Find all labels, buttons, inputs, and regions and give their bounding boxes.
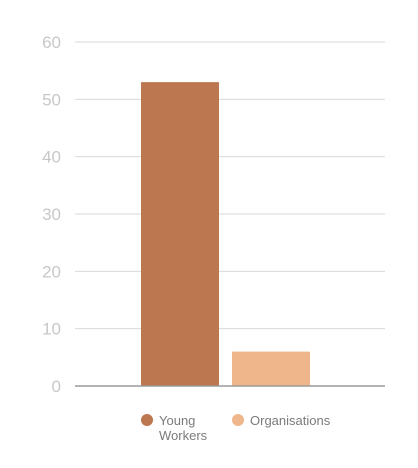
y-tick-label: 20	[42, 262, 61, 281]
legend-label: Young	[159, 413, 195, 428]
legend-swatch	[141, 414, 153, 426]
y-tick-label: 30	[42, 205, 61, 224]
legend-swatch	[232, 414, 244, 426]
bars	[141, 82, 310, 386]
y-tick-label: 10	[42, 320, 61, 339]
legend-label: Organisations	[250, 413, 331, 428]
y-tick-label: 40	[42, 148, 61, 167]
y-tick-label: 0	[52, 377, 61, 396]
legend-label: Workers	[159, 428, 208, 443]
y-axis-ticks: 0 10 20 30 40 50 60	[42, 33, 61, 396]
y-tick-label: 50	[42, 90, 61, 109]
bar-organisations	[232, 351, 310, 386]
bar-young-workers	[141, 82, 219, 386]
gridlines	[75, 41, 385, 330]
y-tick-label: 60	[42, 33, 61, 52]
